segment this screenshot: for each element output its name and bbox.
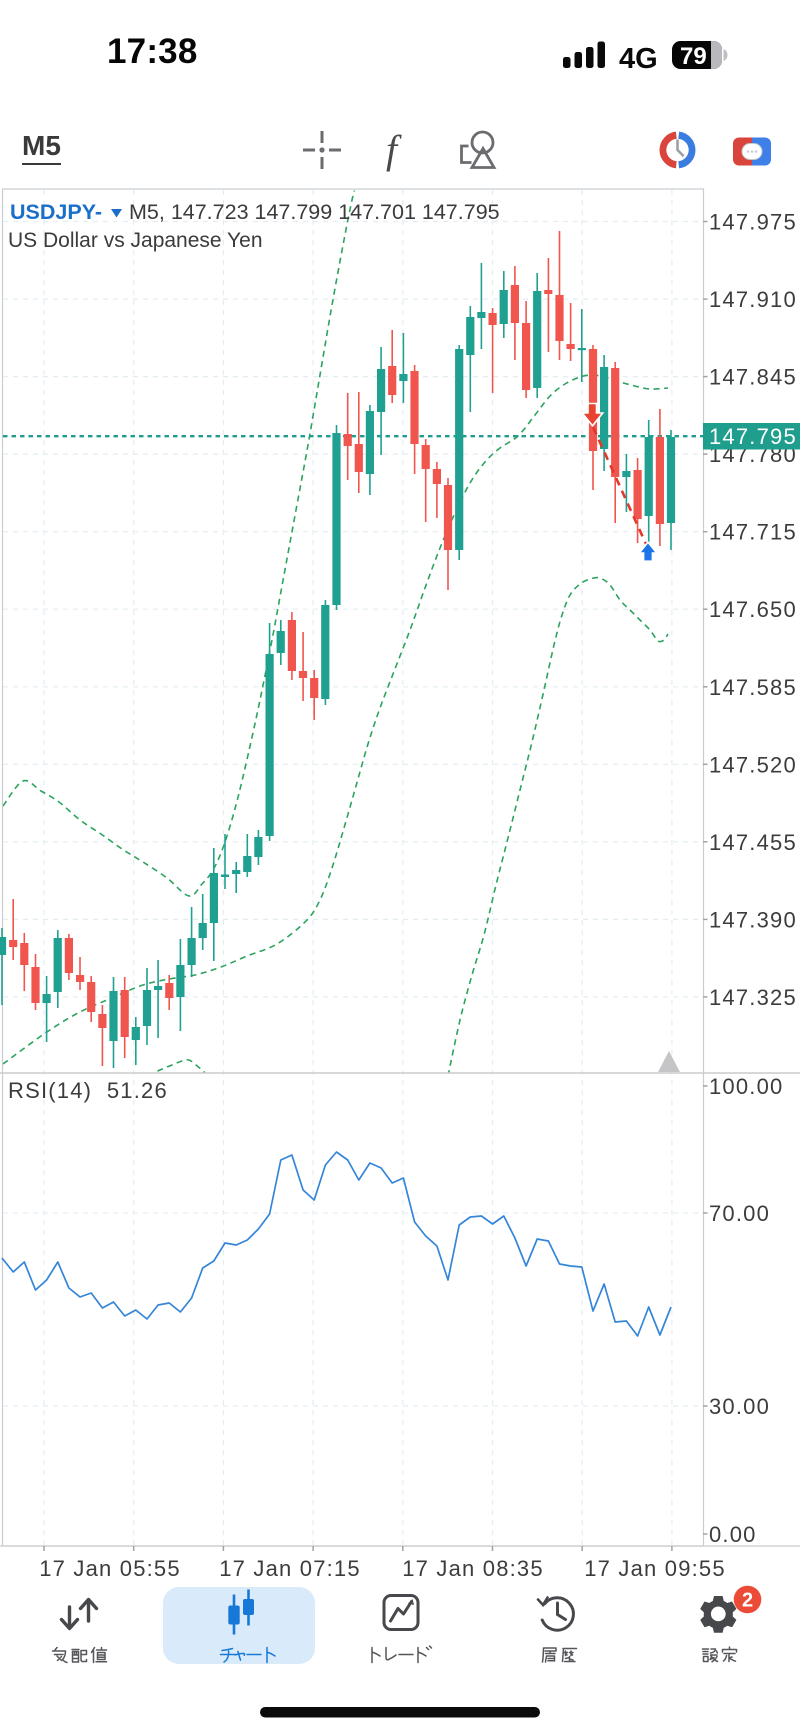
svg-text:147.585: 147.585 [709,675,797,700]
svg-text:0.00: 0.00 [709,1522,757,1547]
svg-text:147.390: 147.390 [709,907,797,932]
svg-text:79: 79 [680,43,707,70]
svg-text:US Dollar vs Japanese Yen: US Dollar vs Japanese Yen [8,229,263,252]
svg-text:147.975: 147.975 [709,210,797,235]
svg-text:70.00: 70.00 [709,1201,770,1226]
svg-text:M5, 147.723 147.799 147.701 14: M5, 147.723 147.799 147.701 147.795 [129,200,500,224]
svg-text:2: 2 [742,1590,753,1612]
svg-text:147.795: 147.795 [709,424,797,449]
svg-text:147.325: 147.325 [709,985,797,1010]
svg-text:147.455: 147.455 [709,830,797,855]
svg-text:USDJPY-: USDJPY- [10,200,102,224]
svg-text:147.520: 147.520 [709,752,797,777]
svg-text:147.910: 147.910 [709,287,797,312]
svg-text:147.845: 147.845 [709,365,797,390]
svg-text:4G: 4G [619,43,658,75]
svg-text:147.715: 147.715 [709,520,797,545]
svg-text:17 Jan 08:35: 17 Jan 08:35 [402,1556,544,1581]
svg-text:17 Jan 09:55: 17 Jan 09:55 [584,1556,726,1581]
svg-text:30.00: 30.00 [709,1394,770,1419]
svg-text:17 Jan 05:55: 17 Jan 05:55 [39,1556,181,1581]
svg-text:100.00: 100.00 [709,1074,784,1099]
svg-text:17 Jan 07:15: 17 Jan 07:15 [219,1556,361,1581]
svg-text:147.650: 147.650 [709,597,797,622]
svg-text:RSI(14) 51.26: RSI(14) 51.26 [8,1078,168,1103]
